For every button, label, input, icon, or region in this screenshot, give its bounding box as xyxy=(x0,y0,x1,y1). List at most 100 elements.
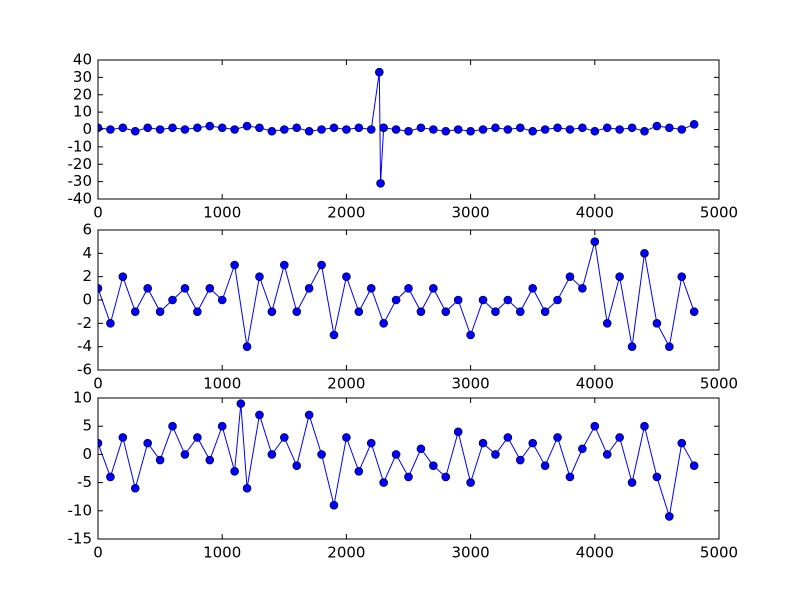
y-tick-label: 0 xyxy=(82,445,92,463)
series xyxy=(98,399,699,521)
data-point xyxy=(205,455,215,465)
data-point xyxy=(168,421,177,431)
x-tick-label: 5000 xyxy=(700,375,738,393)
data-point xyxy=(404,472,413,482)
plot-area xyxy=(98,67,699,188)
data-point xyxy=(130,483,140,493)
data-point xyxy=(578,123,587,133)
data-point xyxy=(602,123,612,133)
data-point xyxy=(342,433,351,442)
data-point xyxy=(652,319,662,328)
data-point xyxy=(230,125,239,134)
data-point xyxy=(503,433,513,442)
y-tick-label: 10 xyxy=(73,103,92,121)
data-point xyxy=(540,125,550,134)
data-point xyxy=(590,237,600,246)
data-point xyxy=(168,123,177,133)
x-tick-label: 2000 xyxy=(327,375,365,393)
data-point xyxy=(640,421,649,431)
data-point xyxy=(180,284,190,293)
data-point xyxy=(652,472,662,482)
data-point xyxy=(366,438,376,448)
data-point xyxy=(242,121,252,131)
data-point xyxy=(540,461,550,470)
data-point xyxy=(689,119,699,129)
data-point xyxy=(404,284,413,293)
y-tick-label: 2 xyxy=(82,267,92,285)
data-point xyxy=(665,123,674,133)
data-point xyxy=(242,342,252,351)
data-point xyxy=(130,126,140,136)
data-point xyxy=(255,410,264,420)
data-point xyxy=(267,450,277,459)
y-tick-label: -15 xyxy=(68,530,93,548)
x-tick-label: 0 xyxy=(93,544,103,562)
data-point xyxy=(317,450,326,459)
data-point xyxy=(478,438,488,448)
series xyxy=(98,67,699,188)
y-tick-label: -40 xyxy=(68,190,93,208)
data-point xyxy=(478,295,488,305)
x-tick-label: 5000 xyxy=(700,544,738,562)
data-point xyxy=(528,438,538,448)
x-tick-label: 1000 xyxy=(203,375,241,393)
data-point xyxy=(416,307,426,316)
y-tick-label: -6 xyxy=(77,361,92,379)
data-point xyxy=(466,330,475,340)
x-tick-label: 4000 xyxy=(576,204,614,222)
data-point xyxy=(118,272,128,281)
data-point xyxy=(627,123,637,133)
data-point xyxy=(491,450,500,459)
data-point xyxy=(677,125,687,134)
data-point xyxy=(503,295,513,305)
data-point xyxy=(627,478,637,487)
data-point xyxy=(329,123,339,133)
data-point xyxy=(143,123,152,133)
x-tick-label: 4000 xyxy=(576,544,614,562)
data-point xyxy=(354,307,364,316)
data-point xyxy=(180,450,190,459)
data-point xyxy=(143,284,152,293)
data-point xyxy=(602,319,612,328)
data-point xyxy=(478,125,488,134)
data-point xyxy=(441,307,451,316)
data-point xyxy=(304,284,314,293)
data-point xyxy=(602,450,612,459)
data-point xyxy=(615,433,624,442)
data-point xyxy=(404,126,413,136)
data-point xyxy=(193,307,202,316)
y-tick-label: -4 xyxy=(77,337,92,355)
data-point xyxy=(342,125,351,134)
data-line xyxy=(98,241,695,349)
data-point xyxy=(379,319,388,328)
y-tick-label: -10 xyxy=(68,501,93,519)
data-point xyxy=(354,467,364,476)
axes-frame xyxy=(97,397,720,540)
data-point xyxy=(168,295,177,305)
y-tick-label: -5 xyxy=(77,473,92,491)
y-tick-label: 0 xyxy=(82,120,92,138)
data-point xyxy=(375,67,384,77)
data-point xyxy=(466,478,475,487)
y-tick-label: 10 xyxy=(73,389,92,407)
data-point xyxy=(106,319,115,328)
data-point xyxy=(466,126,475,136)
series xyxy=(98,237,699,351)
y-tick-label: 30 xyxy=(73,68,92,86)
data-point xyxy=(317,125,326,134)
data-point xyxy=(217,295,227,305)
data-point xyxy=(255,123,264,133)
data-point xyxy=(615,272,624,281)
data-point xyxy=(354,123,364,133)
y-tick-label: -20 xyxy=(68,155,93,173)
data-point xyxy=(491,123,500,133)
data-point xyxy=(665,342,674,351)
data-point xyxy=(553,123,562,133)
data-point xyxy=(689,461,699,470)
data-point xyxy=(366,125,376,134)
data-point xyxy=(540,307,550,316)
data-point xyxy=(155,307,165,316)
data-point xyxy=(98,284,103,293)
